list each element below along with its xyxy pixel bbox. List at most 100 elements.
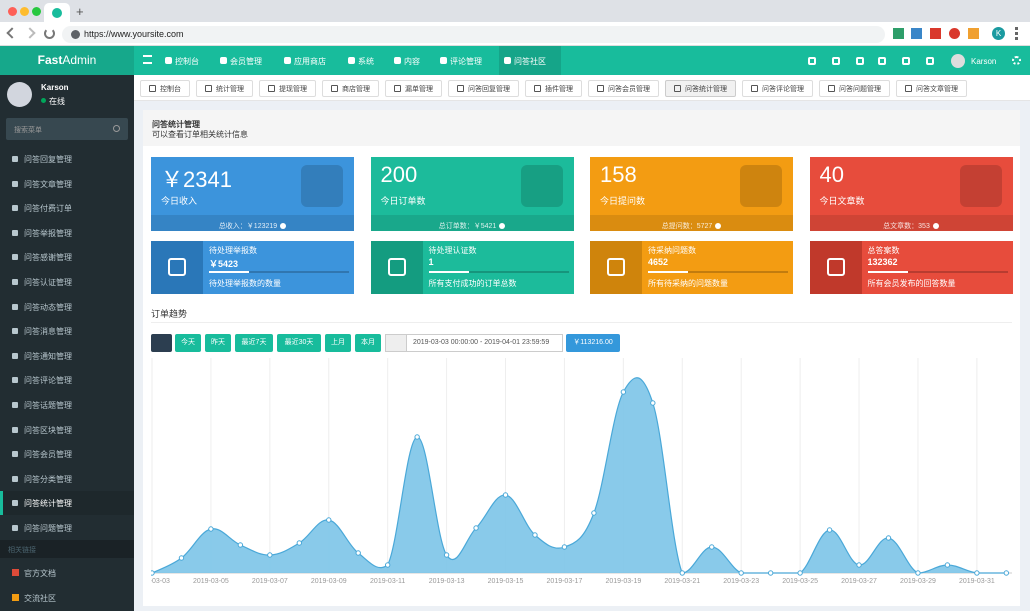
user-name[interactable]: Karson: [971, 57, 997, 66]
range-button[interactable]: 上月: [325, 334, 351, 352]
reload-button[interactable]: [44, 28, 55, 39]
extension[interactable]: [930, 28, 941, 39]
extension[interactable]: [911, 28, 922, 39]
menu-item[interactable]: 问答通知管理: [0, 344, 134, 368]
link-item[interactable]: 交流社区: [0, 586, 134, 610]
link-label: 交流社区: [24, 594, 56, 603]
footer-arrow: [499, 223, 506, 229]
menu-item[interactable]: 问答付费订单: [0, 196, 134, 220]
footer-arrow: [280, 223, 287, 229]
user-avatar[interactable]: [951, 54, 965, 68]
calendar-addon[interactable]: [385, 334, 407, 352]
close-button[interactable]: [8, 7, 17, 16]
sidebar-toggle[interactable]: [143, 55, 152, 64]
header-icon[interactable]: [808, 57, 816, 65]
point: [1003, 570, 1010, 576]
extension[interactable]: [949, 28, 960, 39]
stat-footer[interactable]: 总订单数：￥5421: [370, 215, 574, 231]
search-box[interactable]: 搜索菜单: [6, 118, 128, 140]
page-tab[interactable]: 问答问题管理: [819, 80, 890, 97]
stat-footer[interactable]: 总提问数：5727: [590, 215, 793, 231]
page-tab[interactable]: 问答文章管理: [896, 80, 967, 97]
nav-icon: [284, 57, 291, 64]
menu-item[interactable]: 问答感谢管理: [0, 245, 134, 269]
nav-item[interactable]: 应用商店: [279, 46, 341, 75]
nav-item[interactable]: 控制台: [160, 46, 213, 75]
address-bar[interactable]: https://www.yoursite.com: [62, 26, 885, 43]
tab-icon: [534, 85, 541, 92]
range-button[interactable]: 今天: [175, 334, 201, 352]
range-button[interactable]: 昨天: [205, 334, 231, 352]
page-tab[interactable]: 提现管理: [259, 80, 316, 97]
nav-item[interactable]: 会员管理: [215, 46, 277, 75]
page-tab[interactable]: 问答评论管理: [742, 80, 813, 97]
header-icon[interactable]: [832, 57, 840, 65]
header-icon[interactable]: [926, 57, 934, 65]
date-range-input[interactable]: 2019-03-03 00:00:00 - 2019-04-01 23:59:5…: [407, 334, 563, 352]
page-tab[interactable]: 问答回复管理: [448, 80, 519, 97]
range-button[interactable]: 最近7天: [235, 334, 273, 352]
menu-item[interactable]: 问答动态管理: [0, 295, 134, 319]
browser-tab[interactable]: [44, 3, 70, 22]
logo-rest: Admin: [62, 53, 97, 67]
link-item[interactable]: 官方文档: [0, 561, 134, 585]
point: [178, 555, 185, 561]
nav-item[interactable]: 问答社区: [499, 46, 561, 75]
total-button[interactable]: ￥113216.00: [566, 334, 620, 352]
profile-button[interactable]: K: [992, 27, 1005, 40]
menu-item[interactable]: 问答问题管理: [0, 516, 134, 540]
menu-item[interactable]: 问答文章管理: [0, 172, 134, 196]
menu-item[interactable]: 问答认证管理: [0, 270, 134, 294]
range-button[interactable]: 最近30天: [277, 334, 321, 352]
nav-item[interactable]: 内容: [389, 46, 433, 75]
page-tab[interactable]: 控制台: [140, 80, 190, 97]
new-tab[interactable]: +: [76, 4, 84, 19]
settings-button[interactable]: [1012, 56, 1021, 65]
menu-item[interactable]: 问答话题管理: [0, 393, 134, 417]
nav-item[interactable]: 系统: [343, 46, 387, 75]
menu-icon: [12, 451, 18, 458]
menu-button[interactable]: [1015, 27, 1018, 40]
header-icon[interactable]: [878, 57, 886, 65]
stat-box: ￥2341 今日收入 总收入：￥123219: [151, 157, 354, 231]
menu-item[interactable]: 问答消息管理: [0, 319, 134, 343]
menu-item[interactable]: 问答分类管理: [0, 467, 134, 491]
logo[interactable]: FastAdmin: [0, 46, 134, 75]
x-tick-label: 2019-03-27: [841, 578, 877, 585]
page-tab[interactable]: 插件管理: [525, 80, 582, 97]
point: [826, 527, 833, 533]
menu-icon: [12, 426, 18, 433]
page-tab[interactable]: 商店管理: [322, 80, 379, 97]
page-tab[interactable]: 漏单管理: [385, 80, 442, 97]
page-tab[interactable]: 问答会员管理: [588, 80, 659, 97]
menu-label: 问答举报管理: [24, 228, 72, 238]
header-icon[interactable]: [902, 57, 910, 65]
menu-item[interactable]: 问答统计管理: [0, 491, 134, 516]
trend-chart: 2019-03-03 2019-03-05 2019-03-07 2019-03-09…: [151, 358, 1012, 585]
page-tab[interactable]: 问答统计管理: [665, 80, 736, 97]
minimize-button[interactable]: [20, 7, 29, 16]
lock-icon: [71, 30, 80, 39]
menu-item[interactable]: 问答回复管理: [0, 147, 134, 171]
page-tab[interactable]: 统计管理: [196, 80, 253, 97]
nav-item[interactable]: 评论管理: [435, 46, 497, 75]
menu-item[interactable]: 问答举报管理: [0, 221, 134, 245]
header-icon[interactable]: [856, 57, 864, 65]
extension[interactable]: [968, 28, 979, 39]
stat-footer[interactable]: 总收入：￥123219: [151, 215, 354, 231]
x-tick-label: 2019-03-25: [782, 578, 818, 585]
menu-item[interactable]: 问答区块管理: [0, 418, 134, 442]
menu-icon: [12, 303, 18, 310]
range-button[interactable]: 本月: [355, 334, 381, 352]
stat-footer[interactable]: 总文章数：353: [809, 215, 1013, 231]
extension[interactable]: [893, 28, 904, 39]
point: [679, 570, 685, 576]
info-desc: 待处理举报数的数量: [209, 279, 281, 288]
menu-item[interactable]: 问答评论管理: [0, 368, 134, 392]
progress-bar: [867, 271, 908, 273]
stat-footer-text: 总订单数：￥5421: [438, 223, 497, 230]
zoom-button[interactable]: [32, 7, 41, 16]
menu-item[interactable]: 问答会员管理: [0, 442, 134, 466]
refresh-button[interactable]: [151, 334, 172, 352]
tab-icon: [905, 85, 912, 92]
